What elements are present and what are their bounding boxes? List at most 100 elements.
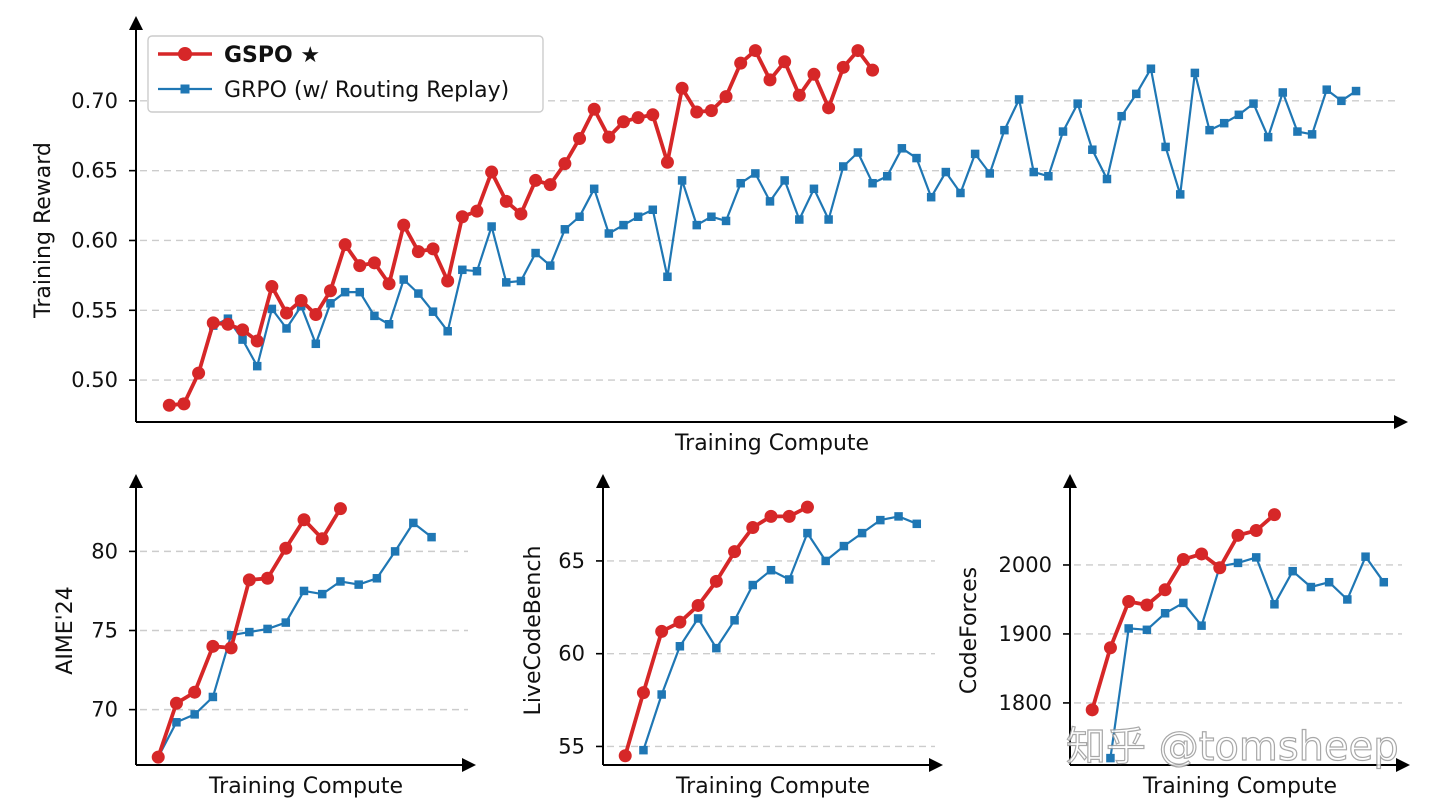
codeforces-gspo-point (1195, 547, 1209, 561)
training-reward-grpo-point (1322, 85, 1331, 94)
codeforces-y-arrow (1063, 474, 1077, 488)
training-reward-gspo-point (294, 294, 308, 308)
training-reward-y-arrow (129, 16, 143, 30)
training-reward-y-tick-label: 0.60 (71, 228, 118, 252)
training-reward-gspo-point (382, 277, 396, 291)
codeforces-grpo-point (1106, 753, 1115, 763)
training-reward-grpo-point (472, 266, 482, 276)
training-reward-gspo-point (807, 67, 821, 81)
training-reward-grpo-point (853, 148, 863, 157)
codeforces-grpo-point (1306, 582, 1316, 592)
livecodebench-grpo-point (912, 519, 922, 529)
livecodebench-gspo-point (691, 598, 705, 612)
training-reward-y-tick-label: 0.65 (71, 159, 118, 183)
training-reward-gspo-point (441, 274, 455, 288)
livecodebench-grpo-point (839, 541, 849, 551)
training-reward-gspo-point (280, 306, 294, 320)
training-reward-grpo-point (1058, 127, 1068, 136)
livecodebench-grpo-point (730, 616, 739, 625)
training-reward-gspo-point (192, 366, 206, 380)
training-reward-grpo-point (1088, 145, 1097, 154)
aime24-gspo-point (224, 641, 238, 655)
livecodebench-y-tick-label: 65 (558, 549, 585, 573)
training-reward-gspo-point (206, 316, 220, 330)
aime24-gspo-point (169, 696, 183, 710)
training-reward-gspo-point (499, 194, 513, 208)
aime24-grpo-line (157, 521, 433, 758)
training-reward-gspo-point (690, 105, 704, 119)
codeforces-gspo-point (1085, 703, 1099, 717)
training-reward-grpo-point (1263, 132, 1273, 142)
codeforces-grpo-point (1343, 595, 1352, 604)
training-reward-grpo-point (560, 225, 570, 234)
training-reward-grpo-point (1161, 142, 1170, 152)
codeforces-gspo-point (1158, 583, 1172, 597)
training-reward-grpo-point (1117, 111, 1126, 121)
codeforces-grpo-line (1109, 555, 1385, 759)
livecodebench-gspo-point (782, 509, 796, 523)
training-reward-grpo-point (882, 171, 892, 181)
livecodebench-grpo-point (803, 528, 812, 538)
codeforces-gspo-point (1249, 523, 1263, 537)
aime24-gspo-point (151, 750, 165, 764)
training-reward-grpo-point (545, 261, 555, 270)
training-reward-gspo-point (353, 259, 367, 273)
livecodebench-gspo-point (655, 624, 669, 638)
training-reward-gspo-point (734, 56, 748, 70)
aime24-grpo-point (245, 627, 254, 637)
training-reward-grpo-point (677, 176, 687, 185)
training-reward-y-axis-label: Training Reward (31, 142, 56, 319)
aime24-grpo-point (336, 577, 345, 586)
training-reward-chart: 0.50 0.55 0.60 0.65 0.70 Training Compute Trai… (31, 16, 1408, 456)
aime24-grpo-point (226, 630, 236, 640)
training-reward-gspo-point (763, 73, 777, 87)
training-reward-gspo-point (660, 155, 674, 169)
legend-grpo-marker (180, 84, 190, 94)
training-reward-grpo-point (707, 212, 716, 221)
training-reward-grpo-point (1234, 110, 1244, 120)
training-reward-grpo-point (589, 184, 599, 194)
aime24-grpo-point (354, 580, 363, 589)
livecodebench-grpo-point (712, 643, 721, 653)
training-reward-gspo-point (426, 242, 440, 256)
livecodebench-grpo-line (642, 515, 918, 751)
training-reward-grpo-point (1000, 125, 1009, 135)
training-reward-grpo-point (619, 220, 628, 230)
livecodebench-grpo-point (657, 690, 666, 699)
training-reward-grpo-point (721, 216, 731, 226)
training-reward-grpo-point (1337, 96, 1346, 106)
livecodebench-grpo-point (876, 515, 885, 525)
training-reward-grpo-point (1146, 64, 1156, 73)
codeforces-grpo-point (1233, 558, 1243, 568)
training-reward-grpo-point (1044, 171, 1053, 181)
training-reward-grpo-point (633, 212, 643, 221)
training-reward-grpo-point (458, 265, 467, 275)
livecodebench-grpo-point (894, 512, 903, 521)
legend-gspo-marker (178, 47, 192, 61)
training-reward-grpo-point (1249, 99, 1258, 108)
livecodebench-y-arrow (596, 474, 610, 488)
aime24-gspo-point (315, 532, 329, 546)
training-reward-grpo-point (795, 215, 804, 224)
training-reward-gspo-point (573, 132, 587, 146)
livecodebench-gspo-point (709, 574, 723, 588)
legend-grpo-label: GRPO (w/ Routing Replay) (224, 78, 509, 103)
aime24-y-arrow (129, 474, 143, 488)
training-reward-gspo-point (616, 115, 630, 129)
training-reward-gspo-point (514, 207, 528, 221)
codeforces-gspo-line (1090, 513, 1276, 711)
training-reward-gspo-point (792, 88, 806, 102)
training-reward-grpo-point (736, 178, 745, 188)
training-reward-x-axis-label: Training Compute (674, 431, 869, 456)
training-reward-grpo-point (311, 339, 321, 349)
training-reward-grpo-point (384, 320, 394, 329)
livecodebench-y-tick-label: 55 (558, 734, 585, 758)
codeforces-grpo-point (1270, 600, 1279, 609)
training-reward-gspo-point (367, 256, 381, 270)
codeforces-grpo-point (1251, 553, 1261, 562)
livecodebench-gspo-point (728, 545, 742, 559)
training-reward-grpo-point (604, 229, 614, 238)
training-reward-gspo-point (836, 60, 850, 74)
aime24-grpo-point (281, 618, 291, 627)
livecodebench-gspo-line (623, 505, 809, 757)
